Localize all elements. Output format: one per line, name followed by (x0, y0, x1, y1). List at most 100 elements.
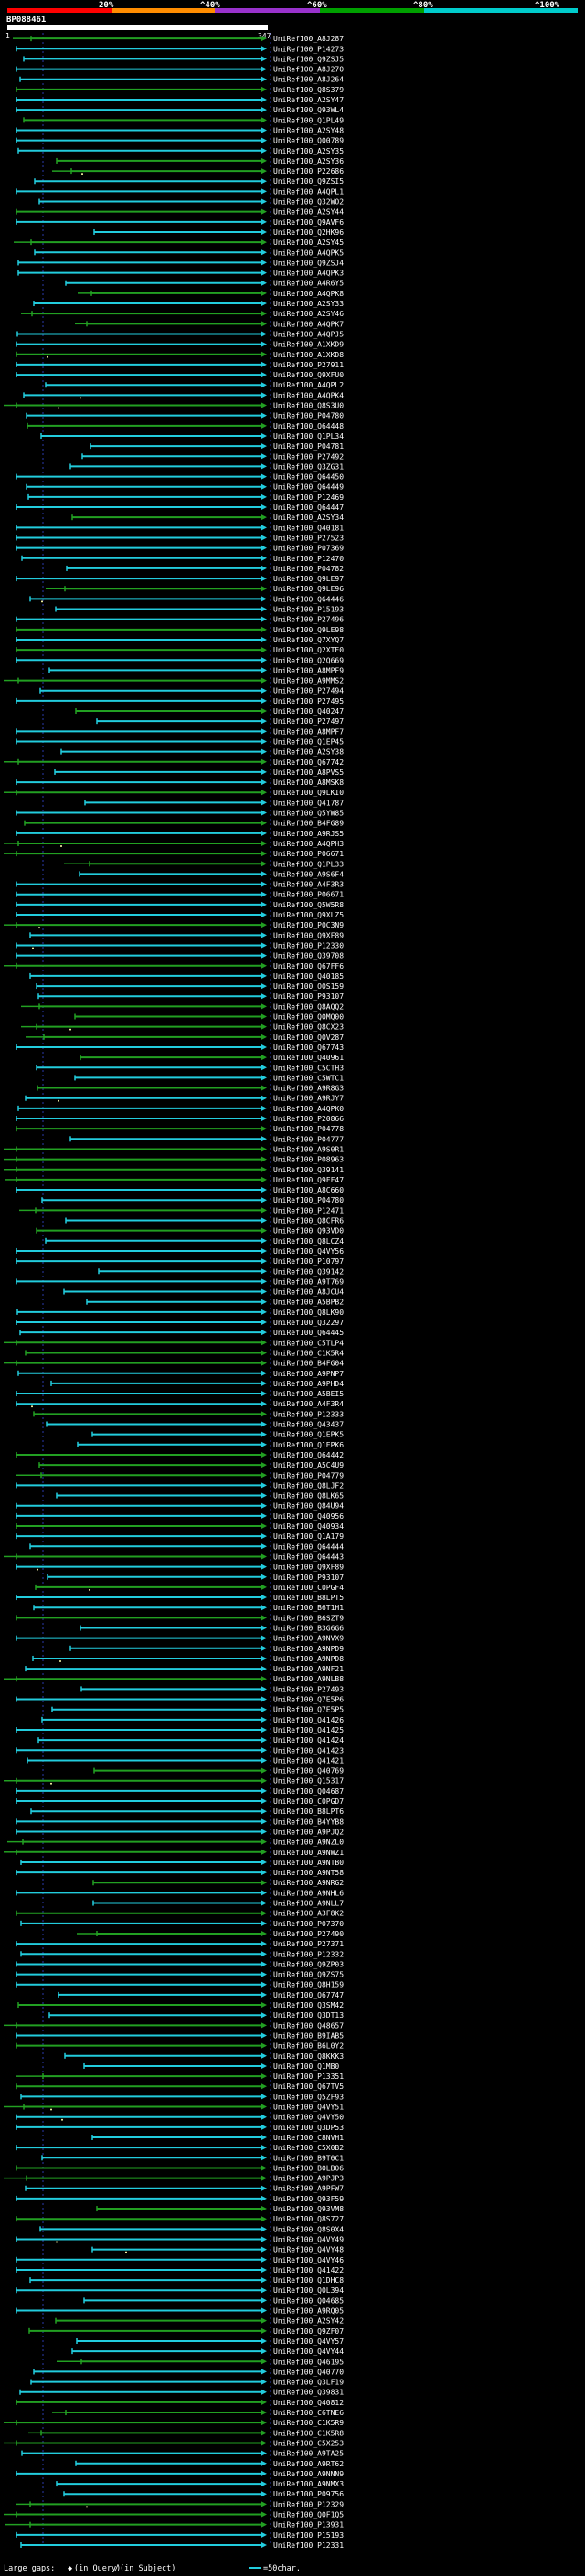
hit-label[interactable]: UniRef100_Q8LJF2 (273, 1481, 344, 1489)
hit-label[interactable]: UniRef100_Q7E5P5 (273, 1706, 344, 1714)
hit-label[interactable]: UniRef100_P27371 (273, 1940, 344, 1948)
hit-label[interactable]: UniRef100_Q9LKI0 (273, 789, 344, 797)
hit-label[interactable]: UniRef100_P12331 (273, 2541, 344, 2549)
hit-label[interactable]: UniRef100_Q4VY44 (273, 2348, 344, 2356)
hit-label[interactable]: UniRef100_C0PGF4 (273, 1584, 344, 1592)
hit-label[interactable]: UniRef100_A4QPL2 (273, 381, 344, 389)
hit-label[interactable]: UniRef100_Q9ZSJ5 (273, 55, 344, 63)
hit-label[interactable]: UniRef100_Q40247 (273, 707, 344, 716)
hit-label[interactable]: UniRef100_Q9ZF07 (273, 2327, 344, 2336)
hit-label[interactable]: UniRef100_A9T769 (273, 1277, 344, 1286)
hit-label[interactable]: UniRef100_Q64443 (273, 1553, 344, 1561)
hit-label[interactable]: UniRef100_Q40770 (273, 2368, 344, 2376)
hit-label[interactable]: UniRef100_A2SY48 (273, 126, 344, 134)
hit-label[interactable]: UniRef100_A9R8G3 (273, 1085, 344, 1093)
hit-label[interactable]: UniRef100_A4QPK8 (273, 290, 344, 298)
hit-label[interactable]: UniRef100_A9NMX3 (273, 2480, 344, 2488)
hit-label[interactable]: UniRef100_Q5W5R8 (273, 901, 344, 909)
hit-label[interactable]: UniRef100_A1XKD9 (273, 341, 344, 349)
hit-label[interactable]: UniRef100_Q4VY49 (273, 2235, 344, 2243)
hit-label[interactable]: UniRef100_P20866 (273, 1115, 344, 1123)
hit-label[interactable]: UniRef100_P12330 (273, 941, 344, 949)
hit-label[interactable]: UniRef100_A4R6Y5 (273, 280, 344, 288)
hit-label[interactable]: UniRef100_A9NLB8 (273, 1675, 344, 1683)
hit-label[interactable]: UniRef100_A9NPD9 (273, 1645, 344, 1653)
hit-label[interactable]: UniRef100_Q1PL49 (273, 116, 344, 124)
hit-label[interactable]: UniRef100_Q64448 (273, 422, 344, 430)
hit-label[interactable]: UniRef100_P04780 (273, 412, 344, 420)
hit-label[interactable]: UniRef100_C8NVH1 (273, 2134, 344, 2142)
hit-label[interactable]: UniRef100_P27523 (273, 534, 344, 542)
hit-label[interactable]: UniRef100_Q9AVF6 (273, 218, 344, 227)
hit-label[interactable]: UniRef100_Q15317 (273, 1777, 344, 1786)
hit-label[interactable]: UniRef100_Q40956 (273, 1512, 344, 1521)
hit-label[interactable]: UniRef100_P15193 (273, 606, 344, 614)
hit-label[interactable]: UniRef100_P09756 (273, 2490, 344, 2498)
hit-label[interactable]: UniRef100_P06671 (273, 891, 344, 899)
hit-label[interactable]: UniRef100_P12333 (273, 1410, 344, 1418)
hit-label[interactable]: UniRef100_B9IAB5 (273, 2031, 344, 2040)
hit-label[interactable]: UniRef100_A9PFW7 (273, 2185, 344, 2193)
hit-label[interactable]: UniRef100_Q0V287 (273, 1034, 344, 1042)
hit-label[interactable]: UniRef100_A2SY47 (273, 96, 344, 104)
hit-label[interactable]: UniRef100_P12469 (273, 493, 344, 502)
hit-label[interactable]: UniRef100_Q3DP53 (273, 2124, 344, 2132)
hit-label[interactable]: UniRef100_Q0L394 (273, 2286, 344, 2295)
hit-label[interactable]: UniRef100_A4F3R4 (273, 1400, 344, 1408)
hit-label[interactable]: UniRef100_Q1PL33 (273, 860, 344, 868)
hit-label[interactable]: UniRef100_A9NVX9 (273, 1635, 344, 1643)
hit-label[interactable]: UniRef100_P13351 (273, 2072, 344, 2081)
hit-label[interactable]: UniRef100_Q8S727 (273, 2215, 344, 2223)
hit-label[interactable]: UniRef100_Q41423 (273, 1746, 344, 1754)
hit-label[interactable]: UniRef100_P04778 (273, 1125, 344, 1133)
hit-label[interactable]: UniRef100_Q48657 (273, 2021, 344, 2030)
hit-label[interactable]: UniRef100_C1K5R9 (273, 2419, 344, 2427)
hit-label[interactable]: UniRef100_A9NF21 (273, 1665, 344, 1673)
hit-label[interactable]: UniRef100_A4QPL1 (273, 187, 344, 196)
hit-label[interactable]: UniRef100_Q32WO2 (273, 198, 344, 207)
hit-label[interactable]: UniRef100_B3G6G6 (273, 1625, 344, 1633)
hit-label[interactable]: UniRef100_Q41426 (273, 1716, 344, 1724)
hit-label[interactable]: UniRef100_Q1MB0 (273, 2062, 339, 2071)
hit-label[interactable]: UniRef100_A5C4U9 (273, 1461, 344, 1469)
hit-label[interactable]: UniRef100_Q2XTE0 (273, 646, 344, 654)
hit-label[interactable]: UniRef100_A9NT58 (273, 1869, 344, 1877)
hit-label[interactable]: UniRef100_A9PNP7 (273, 1370, 344, 1378)
hit-label[interactable]: UniRef100_A9RJY7 (273, 1095, 344, 1103)
hit-label[interactable]: UniRef100_B9T0C1 (273, 2154, 344, 2162)
hit-label[interactable]: UniRef100_P27493 (273, 1685, 344, 1693)
hit-label[interactable]: UniRef100_Q7E5P6 (273, 1696, 344, 1704)
hit-label[interactable]: UniRef100_Q93F59 (273, 2195, 344, 2203)
hit-label[interactable]: UniRef100_Q8S3U0 (273, 402, 344, 410)
hit-label[interactable]: UniRef100_A8PVS5 (273, 769, 344, 777)
hit-label[interactable]: UniRef100_Q2Q669 (273, 656, 344, 664)
hit-label[interactable]: UniRef100_P07369 (273, 545, 344, 553)
hit-label[interactable]: UniRef100_C0PGD7 (273, 1797, 344, 1806)
hit-label[interactable]: UniRef100_A1XKD8 (273, 351, 344, 359)
hit-label[interactable]: UniRef100_Q3LF19 (273, 2379, 344, 2387)
hit-label[interactable]: UniRef100_Q67FF6 (273, 962, 344, 970)
hit-label[interactable]: UniRef100_Q64450 (273, 473, 344, 482)
hit-label[interactable]: UniRef100_Q41424 (273, 1736, 344, 1744)
hit-label[interactable]: UniRef100_Q3DT13 (273, 2011, 344, 2019)
hit-label[interactable]: UniRef100_P12471 (273, 1206, 344, 1214)
hit-label[interactable]: UniRef100_A3F8K2 (273, 1910, 344, 1918)
hit-label[interactable]: UniRef100_Q3SM42 (273, 2001, 344, 2009)
hit-label[interactable]: UniRef100_P13931 (273, 2521, 344, 2529)
hit-label[interactable]: UniRef100_P27490 (273, 1930, 344, 1938)
hit-label[interactable]: UniRef100_Q39142 (273, 1267, 344, 1276)
hit-label[interactable]: UniRef100_P27497 (273, 717, 344, 726)
hit-label[interactable]: UniRef100_Q93VM8 (273, 2205, 344, 2213)
hit-label[interactable]: UniRef100_Q8H159 (273, 1981, 344, 1989)
hit-label[interactable]: UniRef100_Q1DHC8 (273, 2276, 344, 2284)
hit-label[interactable]: UniRef100_Q8AQQ2 (273, 1002, 344, 1011)
hit-label[interactable]: UniRef100_Q9ZP03 (273, 1960, 344, 1968)
hit-label[interactable]: UniRef100_Q9LE97 (273, 575, 344, 583)
hit-label[interactable]: UniRef100_Q8CFR6 (273, 1217, 344, 1225)
hit-label[interactable]: UniRef100_A9NNN9 (273, 2470, 344, 2478)
hit-label[interactable]: UniRef100_A9RT62 (273, 2460, 344, 2468)
hit-label[interactable]: UniRef100_Q64444 (273, 1542, 344, 1551)
hit-label[interactable]: UniRef100_A9S0R1 (273, 1145, 344, 1153)
hit-label[interactable]: UniRef100_Q0F1Q5 (273, 2511, 344, 2519)
hit-label[interactable]: UniRef100_P12332 (273, 1950, 344, 1958)
